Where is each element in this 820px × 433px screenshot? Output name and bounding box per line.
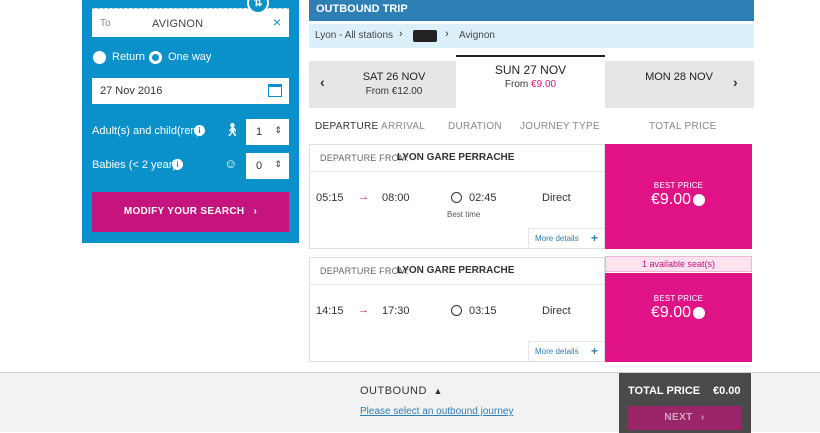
select-fare-radio[interactable]	[693, 307, 705, 319]
outbound-hint-link[interactable]: Please select an outbound journey	[360, 406, 514, 417]
babies-value: 0	[256, 160, 263, 172]
swap-stations-icon[interactable]: ⇅	[247, 0, 269, 14]
bus-icon	[413, 30, 437, 42]
journey-card[interactable]: DEPARTURE FROM: LYON GARE PERRACHE 14:15…	[309, 257, 605, 362]
departure-station-row: DEPARTURE FROM: LYON GARE PERRACHE	[310, 145, 604, 172]
best-price-label: BEST PRICE	[653, 294, 704, 303]
date-value: 27 Nov 2016	[100, 85, 163, 97]
best-price-label: BEST PRICE	[653, 181, 704, 190]
more-details-link[interactable]: More details +	[528, 228, 604, 248]
clock-icon	[451, 192, 462, 203]
clock-icon	[451, 305, 462, 316]
destination-value[interactable]: AVIGNON	[152, 18, 204, 30]
date-tab-price: From €9.00	[504, 79, 557, 90]
more-details-label: More details	[535, 234, 579, 243]
one-way-radio[interactable]	[149, 51, 162, 64]
outbound-toggle[interactable]: OUTBOUND ▲	[360, 385, 443, 397]
departure-station: LYON GARE PERRACHE	[397, 152, 515, 163]
col-journey-type[interactable]: JOURNEY TYPE	[520, 121, 600, 132]
one-way-label: One way	[168, 51, 212, 63]
more-details-label: More details	[535, 347, 579, 356]
arrow-right-icon: →	[358, 191, 369, 203]
date-strip: ‹ SAT 26 NOV From €12.00 SUN 27 NOV From…	[309, 55, 754, 108]
total-price-label: TOTAL PRICE	[628, 385, 701, 397]
destination-label: To	[100, 18, 111, 29]
booking-footer: OUTBOUND ▲ Please select an outbound jou…	[0, 372, 820, 433]
departure-station-row: DEPARTURE FROM: LYON GARE PERRACHE	[310, 258, 604, 285]
col-arrival[interactable]: ARRIVAL	[381, 121, 426, 132]
outbound-label: OUTBOUND	[360, 385, 427, 397]
chevron-updown-icon: ⇕	[274, 125, 282, 135]
journey-type: Direct	[542, 305, 571, 317]
date-tab-price: From €12.00	[365, 86, 423, 97]
col-duration[interactable]: DURATION	[448, 121, 502, 132]
arrival-time: 08:00	[382, 192, 410, 204]
chevron-updown-icon: ⇕	[274, 159, 282, 169]
trip-header: OUTBOUND TRIP	[309, 0, 754, 21]
calendar-icon[interactable]	[268, 84, 282, 97]
journey-card[interactable]: DEPARTURE FROM: LYON GARE PERRACHE 05:15…	[309, 144, 605, 249]
adult-person-icon: 🚶︎	[224, 122, 241, 137]
adults-select[interactable]: 1 ⇕	[246, 119, 289, 145]
price-value: €9.00	[651, 304, 692, 321]
date-field[interactable]: 27 Nov 2016	[92, 78, 289, 104]
journey-type: Direct	[542, 192, 571, 204]
chevron-right-icon[interactable]: ›	[733, 74, 738, 90]
chevron-left-icon[interactable]: ‹	[320, 74, 325, 90]
price-cell[interactable]: BEST PRICE €9.00	[605, 144, 752, 249]
chevron-up-icon: ▲	[433, 386, 443, 396]
return-radio[interactable]	[93, 51, 106, 64]
departure-time: 14:15	[316, 305, 344, 317]
price-cell[interactable]: BEST PRICE €9.00	[605, 273, 752, 362]
date-tab-day: SAT 26 NOV	[362, 71, 426, 83]
info-icon[interactable]: i	[172, 159, 183, 170]
duration: 02:45	[469, 192, 497, 204]
arrow-right-icon: →	[358, 304, 369, 316]
babies-label: Babies (< 2 year)	[92, 159, 177, 171]
adults-label: Adult(s) and child(ren)	[92, 125, 201, 137]
duration: 03:15	[469, 305, 497, 317]
trip-title: OUTBOUND TRIP	[316, 3, 408, 15]
more-details-link[interactable]: More details +	[528, 341, 604, 361]
best-time-tag: Best time	[447, 210, 481, 219]
route-bar: Lyon - All stations › › Avignon	[309, 24, 754, 48]
col-total-price[interactable]: TOTAL PRICE	[649, 121, 717, 132]
date-tab-selected[interactable]: SUN 27 NOV From €9.00	[456, 55, 605, 108]
chevron-right-icon: ›	[445, 28, 449, 40]
price-value: €9.00	[651, 191, 692, 208]
departure-from-label: DEPARTURE FROM:	[320, 153, 410, 163]
total-price-value: €0.00	[713, 385, 741, 397]
total-price-box: TOTAL PRICE €0.00 NEXT ›	[619, 373, 751, 433]
date-tab-day: SUN 27 NOV	[494, 63, 567, 77]
plus-icon: +	[590, 231, 598, 245]
baby-icon: ☺︎	[224, 156, 238, 171]
next-label: NEXT	[664, 412, 693, 423]
plus-icon: +	[590, 344, 598, 358]
departure-from-label: DEPARTURE FROM:	[320, 266, 410, 276]
chevron-right-icon: ›	[399, 28, 403, 40]
chevron-right-icon: ›	[253, 206, 258, 217]
date-tab-day: MON 28 NOV	[645, 71, 713, 83]
next-button[interactable]: NEXT ›	[628, 406, 741, 430]
departure-station: LYON GARE PERRACHE	[397, 265, 515, 276]
clear-icon[interactable]: ×	[272, 14, 281, 30]
departure-time: 05:15	[316, 192, 344, 204]
col-departure[interactable]: DEPARTURE	[315, 121, 379, 132]
modify-search-button[interactable]: MODIFY YOUR SEARCH ›	[92, 192, 289, 232]
route-origin: Lyon - All stations	[315, 30, 394, 41]
adults-value: 1	[256, 126, 263, 138]
return-label: Return	[112, 51, 146, 63]
babies-select[interactable]: 0 ⇕	[246, 153, 289, 179]
route-destination: Avignon	[459, 30, 495, 41]
arrival-time: 17:30	[382, 305, 410, 317]
info-icon[interactable]: i	[194, 125, 205, 136]
modify-search-label: MODIFY YOUR SEARCH	[123, 206, 245, 217]
select-fare-radio[interactable]	[693, 194, 705, 206]
available-seats-badge: 1 available seat(s)	[605, 256, 752, 272]
chevron-right-icon: ›	[700, 412, 705, 423]
